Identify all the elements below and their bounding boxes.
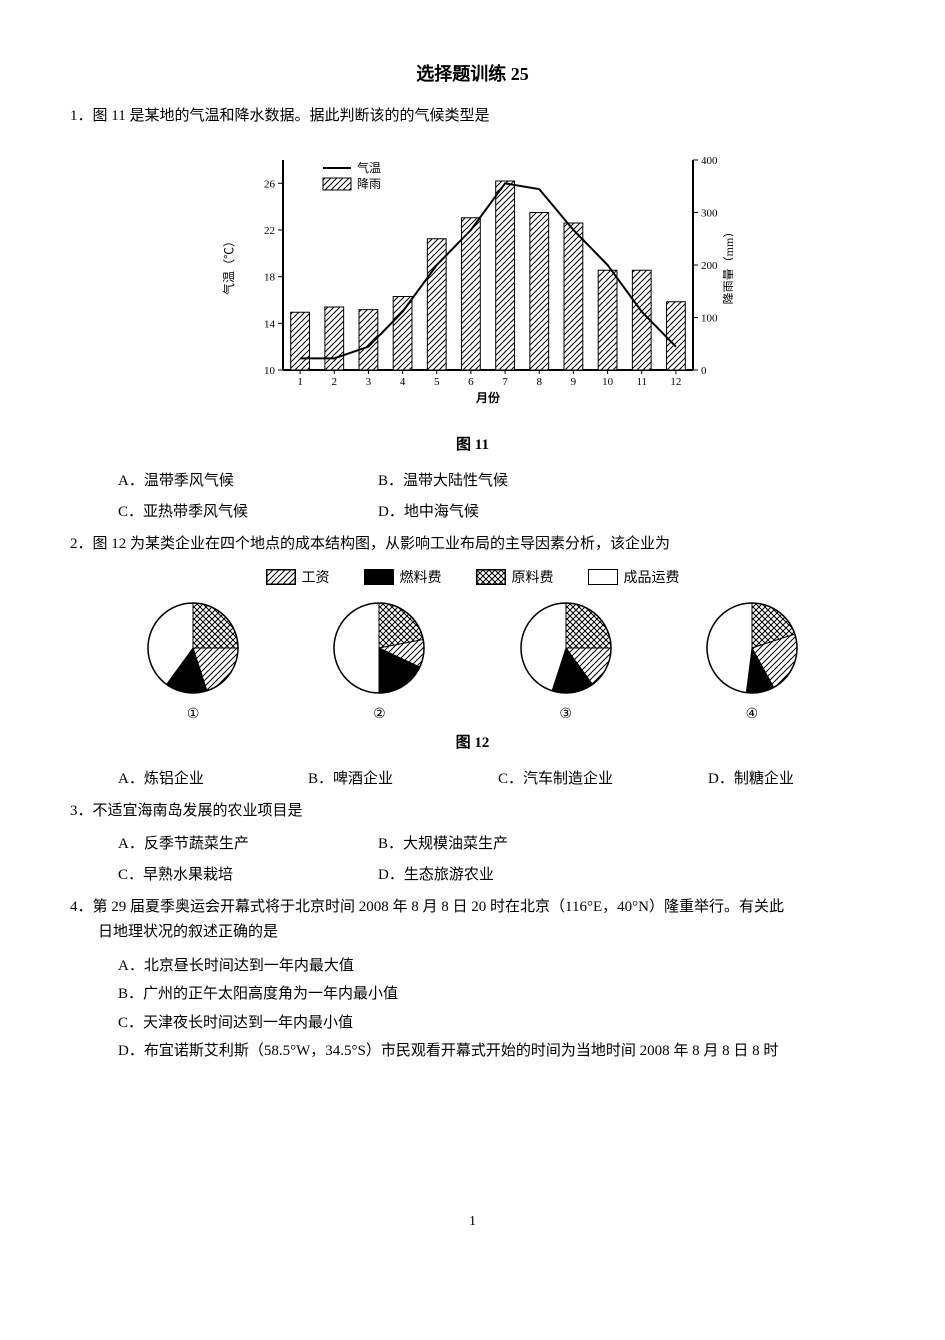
q1-options: A．温带季风气候 B．温带大陆性气候 C．亚热带季风气候 D．地中海气候: [118, 468, 875, 526]
legend-swatch-fuel: [364, 569, 394, 585]
pie-caption: ③: [519, 706, 613, 723]
q4-stem-line2: 日地理状况的叙述正确的是: [70, 920, 875, 946]
svg-text:18: 18: [264, 271, 276, 283]
q2-opt-d[interactable]: D．制糖企业: [708, 766, 868, 793]
svg-text:月份: 月份: [474, 390, 500, 405]
pie-④: ④: [705, 601, 799, 723]
q4-stem-line1: 4．第 29 届夏季奥运会开幕式将于北京时间 2008 年 8 月 8 日 20…: [70, 895, 875, 921]
q1-chart: 10141822260100200300400123456789101112月份…: [213, 140, 733, 425]
q1-opt-a[interactable]: A．温带季风气候: [118, 468, 378, 495]
q1-opt-b[interactable]: B．温带大陆性气候: [378, 468, 638, 495]
svg-text:11: 11: [636, 376, 647, 388]
q1-stem: 1．图 11 是某地的气温和降水数据。据此判断该的的气候类型是: [70, 104, 875, 130]
svg-text:300: 300: [701, 207, 718, 219]
svg-text:4: 4: [399, 376, 405, 388]
q2-fig-caption: 图 12: [70, 731, 875, 752]
svg-text:6: 6: [468, 376, 474, 388]
svg-text:0: 0: [701, 365, 707, 377]
q2-options: A．炼铝企业 B．啤酒企业 C．汽车制造企业 D．制糖企业: [118, 766, 875, 793]
q4-opt-b[interactable]: B．广州的正午太阳高度角为一年内最小值: [118, 980, 875, 1009]
q2-opt-b[interactable]: B．啤酒企业: [308, 766, 498, 793]
q3-opt-d[interactable]: D．生态旅游农业: [378, 862, 638, 889]
svg-text:降雨: 降雨: [357, 177, 381, 191]
svg-text:7: 7: [502, 376, 508, 388]
legend-item-fuel: 燃料费: [364, 567, 442, 587]
q4-opt-d[interactable]: D．布宜诺斯艾利斯（58.5°W，34.5°S）市民观看开幕式开始的时间为当地时…: [118, 1037, 875, 1066]
page-number: 1: [70, 1214, 875, 1230]
svg-text:22: 22: [264, 225, 275, 237]
q2-opt-c[interactable]: C．汽车制造企业: [498, 766, 708, 793]
svg-text:10: 10: [264, 365, 276, 377]
q2-stem: 2．图 12 为某类企业在四个地点的成本结构图，从影响工业布局的主导因素分析，该…: [70, 532, 875, 558]
pie-caption: ④: [705, 706, 799, 723]
svg-text:10: 10: [602, 376, 614, 388]
q1-opt-c[interactable]: C．亚热带季风气候: [118, 499, 378, 526]
q4-opt-a[interactable]: A．北京昼长时间达到一年内最大值: [118, 952, 875, 981]
svg-text:5: 5: [434, 376, 440, 388]
q4-opt-c[interactable]: C．天津夜长时间达到一年内最小值: [118, 1009, 875, 1038]
svg-text:100: 100: [701, 312, 718, 324]
svg-text:1: 1: [297, 376, 303, 388]
pie-①: ①: [146, 601, 240, 723]
q3-opt-c[interactable]: C．早熟水果栽培: [118, 862, 378, 889]
q1-opt-d[interactable]: D．地中海气候: [378, 499, 638, 526]
svg-text:气温: 气温: [357, 160, 381, 175]
q3-opt-b[interactable]: B．大规模油菜生产: [378, 831, 638, 858]
legend-item-ship: 成品运费: [588, 567, 680, 587]
pie-③: ③: [519, 601, 613, 723]
legend-item-wage: 工资: [266, 567, 330, 587]
q1-fig-caption: 图 11: [70, 433, 875, 454]
svg-text:9: 9: [570, 376, 576, 388]
q2-legend: 工资 燃料费 原料费 成品运费: [70, 567, 875, 587]
svg-text:3: 3: [365, 376, 371, 388]
legend-label-ship: 成品运费: [624, 567, 680, 587]
legend-swatch-wage: [266, 569, 296, 585]
pie-②: ②: [332, 601, 426, 723]
legend-label-fuel: 燃料费: [400, 567, 442, 587]
pie-caption: ②: [332, 706, 426, 723]
q2-opt-a[interactable]: A．炼铝企业: [118, 766, 308, 793]
svg-text:400: 400: [701, 155, 718, 167]
legend-swatch-material: [476, 569, 506, 585]
legend-label-wage: 工资: [302, 567, 330, 587]
svg-text:气温（℃）: 气温（℃）: [221, 234, 236, 294]
legend-label-material: 原料费: [512, 567, 554, 587]
svg-text:14: 14: [264, 318, 276, 330]
q3-opt-a[interactable]: A．反季节蔬菜生产: [118, 831, 378, 858]
legend-swatch-ship: [588, 569, 618, 585]
svg-text:12: 12: [670, 376, 681, 388]
q4-options: A．北京昼长时间达到一年内最大值 B．广州的正午太阳高度角为一年内最小值 C．天…: [118, 952, 875, 1066]
pie-caption: ①: [146, 706, 240, 723]
svg-text:8: 8: [536, 376, 542, 388]
legend-item-material: 原料费: [476, 567, 554, 587]
q3-stem: 3．不适宜海南岛发展的农业项目是: [70, 799, 875, 825]
page-title: 选择题训练 25: [70, 60, 875, 86]
svg-text:2: 2: [331, 376, 337, 388]
svg-text:26: 26: [264, 178, 276, 190]
svg-text:降雨量（mm）: 降雨量（mm）: [722, 225, 733, 304]
svg-text:200: 200: [701, 260, 718, 272]
q3-options: A．反季节蔬菜生产 B．大规模油菜生产 C．早熟水果栽培 D．生态旅游农业: [118, 831, 875, 889]
q2-pie-row: ① ② ③ ④: [100, 601, 845, 723]
